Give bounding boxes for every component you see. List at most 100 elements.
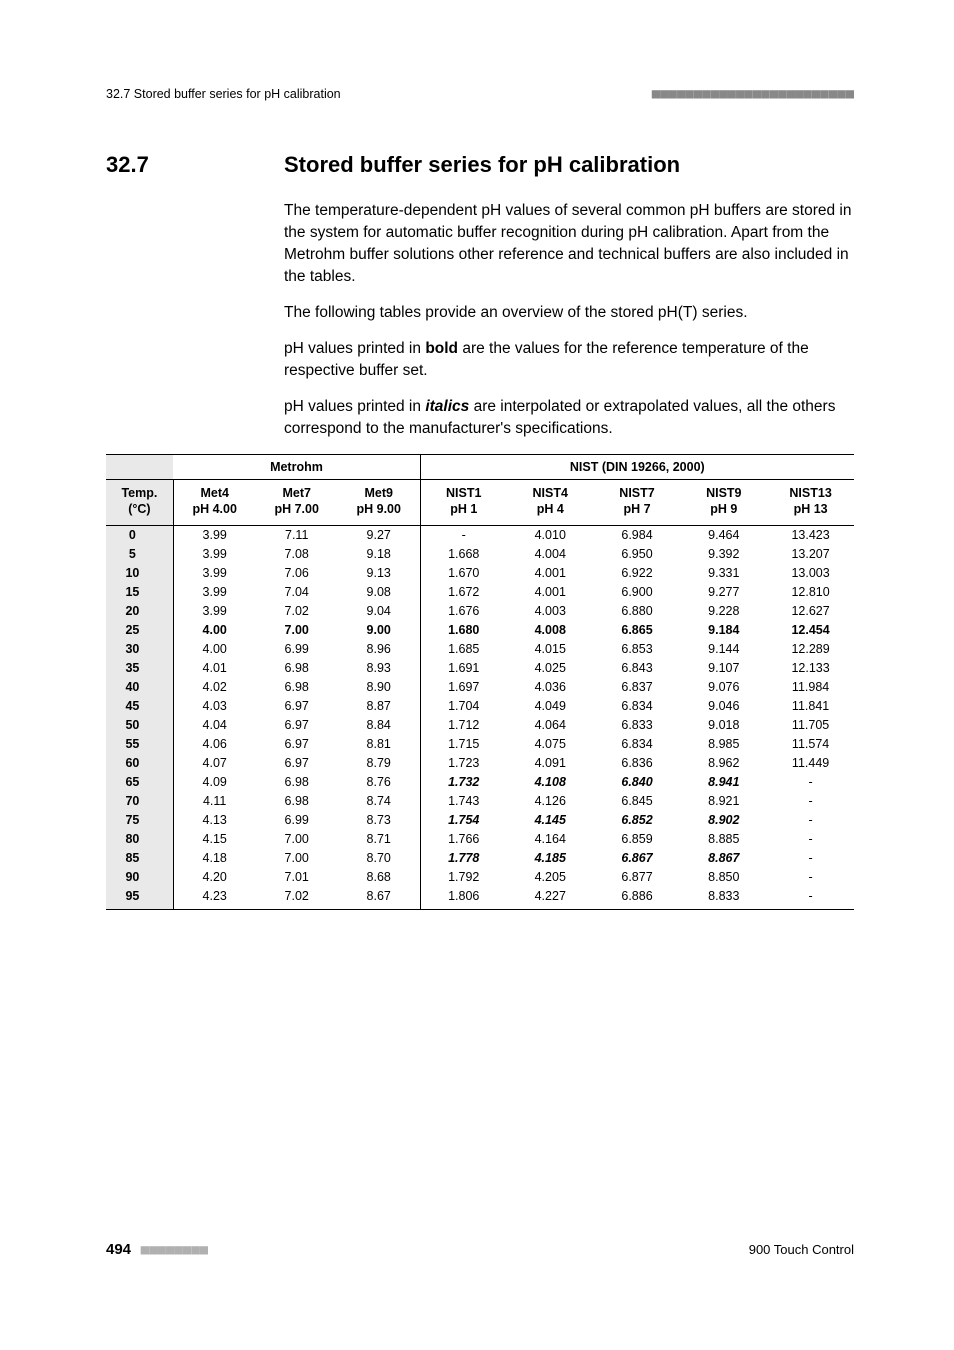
table-cell: 3.99 — [173, 525, 255, 545]
page-header: 32.7 Stored buffer series for pH calibra… — [106, 86, 854, 102]
table-cell: 20 — [106, 602, 173, 621]
table-cell: 4.07 — [173, 754, 255, 773]
table-cell: 6.877 — [594, 868, 681, 887]
table-cell: 6.852 — [594, 811, 681, 830]
paragraph: The following tables provide an overview… — [284, 302, 854, 324]
table-cell: 11.984 — [767, 678, 854, 697]
table-cell: 6.834 — [594, 735, 681, 754]
table-cell: 4.036 — [507, 678, 594, 697]
table-cell: 6.950 — [594, 545, 681, 564]
table-cell: 9.046 — [680, 697, 767, 716]
table-cell: 12.810 — [767, 583, 854, 602]
table-cell: 9.00 — [338, 621, 420, 640]
table-cell: 9.184 — [680, 621, 767, 640]
table-cell: 6.98 — [256, 678, 338, 697]
table-cell: 10 — [106, 564, 173, 583]
table-cell: 8.84 — [338, 716, 420, 735]
table-cell: 8.71 — [338, 830, 420, 849]
table-cell: 8.76 — [338, 773, 420, 792]
table-cell: - — [767, 830, 854, 849]
table-cell: 4.20 — [173, 868, 255, 887]
table-cell: 4.227 — [507, 887, 594, 910]
table-col-header: Met9pH 9.00 — [338, 480, 420, 526]
table-cell: 4.09 — [173, 773, 255, 792]
table-cell: 8.93 — [338, 659, 420, 678]
table-cell: 4.025 — [507, 659, 594, 678]
col-h2: (°C) — [128, 502, 150, 516]
paragraph: pH values printed in bold are the values… — [284, 338, 854, 382]
table-col-header: NIST13pH 13 — [767, 480, 854, 526]
table-cell: 70 — [106, 792, 173, 811]
col-h2: pH 4 — [537, 502, 564, 516]
table-cell: 8.68 — [338, 868, 420, 887]
table-cell: 1.743 — [420, 792, 507, 811]
section-title: Stored buffer series for pH calibration — [284, 152, 680, 178]
table-cell: 7.11 — [256, 525, 338, 545]
table-cell: 4.064 — [507, 716, 594, 735]
paragraph: The temperature-dependent pH values of s… — [284, 200, 854, 288]
table-cell: 80 — [106, 830, 173, 849]
table-cell: 7.00 — [256, 849, 338, 868]
table-cell: 1.723 — [420, 754, 507, 773]
table-row: 354.016.988.931.6914.0256.8439.10712.133 — [106, 659, 854, 678]
table-row: 754.136.998.731.7544.1456.8528.902- — [106, 811, 854, 830]
col-h1: NIST1 — [446, 486, 481, 500]
table-cell: 13.423 — [767, 525, 854, 545]
table-cell: 9.107 — [680, 659, 767, 678]
table-row: 804.157.008.711.7664.1646.8598.885- — [106, 830, 854, 849]
table-cell: 35 — [106, 659, 173, 678]
table-cell: 30 — [106, 640, 173, 659]
buffer-table: Metrohm NIST (DIN 19266, 2000) Temp.(°C)… — [106, 454, 854, 910]
table-cell: - — [767, 792, 854, 811]
table-cell: 4.03 — [173, 697, 255, 716]
table-cell: 6.97 — [256, 754, 338, 773]
table-cell: 6.834 — [594, 697, 681, 716]
table-cell: 6.99 — [256, 811, 338, 830]
table-cell: 4.11 — [173, 792, 255, 811]
paragraph: pH values printed in italics are interpo… — [284, 396, 854, 440]
table-cell: 1.766 — [420, 830, 507, 849]
table-cell: 40 — [106, 678, 173, 697]
table-cell: 1.685 — [420, 640, 507, 659]
table-row: 03.997.119.27-4.0106.9849.46413.423 — [106, 525, 854, 545]
table-cell: 1.704 — [420, 697, 507, 716]
table-cell: 8.962 — [680, 754, 767, 773]
table-cell: 6.886 — [594, 887, 681, 910]
table-cell: - — [767, 868, 854, 887]
table-cell: 6.984 — [594, 525, 681, 545]
table-cell: 9.27 — [338, 525, 420, 545]
table-cell: 7.08 — [256, 545, 338, 564]
table-cell: 7.04 — [256, 583, 338, 602]
table-cell: - — [767, 887, 854, 910]
table-row: 854.187.008.701.7784.1856.8678.867- — [106, 849, 854, 868]
table-cell: - — [767, 849, 854, 868]
table-cell: 6.853 — [594, 640, 681, 659]
table-cell: 6.845 — [594, 792, 681, 811]
table-cell: 4.008 — [507, 621, 594, 640]
table-cell: 11.705 — [767, 716, 854, 735]
col-h2: pH 7.00 — [274, 502, 318, 516]
col-h2: pH 13 — [794, 502, 828, 516]
text-run: pH values printed in — [284, 398, 425, 415]
table-row: 404.026.988.901.6974.0366.8379.07611.984 — [106, 678, 854, 697]
table-cell: 1.732 — [420, 773, 507, 792]
table-col-header: NIST1pH 1 — [420, 480, 507, 526]
table-col-header: NIST7pH 7 — [594, 480, 681, 526]
table-cell: 7.00 — [256, 621, 338, 640]
table-cell: 9.331 — [680, 564, 767, 583]
table-cell: 6.99 — [256, 640, 338, 659]
table-cell: 12.454 — [767, 621, 854, 640]
table-cell: 11.449 — [767, 754, 854, 773]
table-cell: 1.691 — [420, 659, 507, 678]
table-cell: 8.90 — [338, 678, 420, 697]
table-cell: 12.627 — [767, 602, 854, 621]
table-cell: 9.144 — [680, 640, 767, 659]
table-cell: 4.164 — [507, 830, 594, 849]
table-cell: 1.676 — [420, 602, 507, 621]
col-h1: Met9 — [364, 486, 392, 500]
table-cell: 3.99 — [173, 602, 255, 621]
table-cell: 4.02 — [173, 678, 255, 697]
section-number: 32.7 — [106, 152, 284, 178]
table-cell: 3.99 — [173, 583, 255, 602]
table-cell: 9.04 — [338, 602, 420, 621]
